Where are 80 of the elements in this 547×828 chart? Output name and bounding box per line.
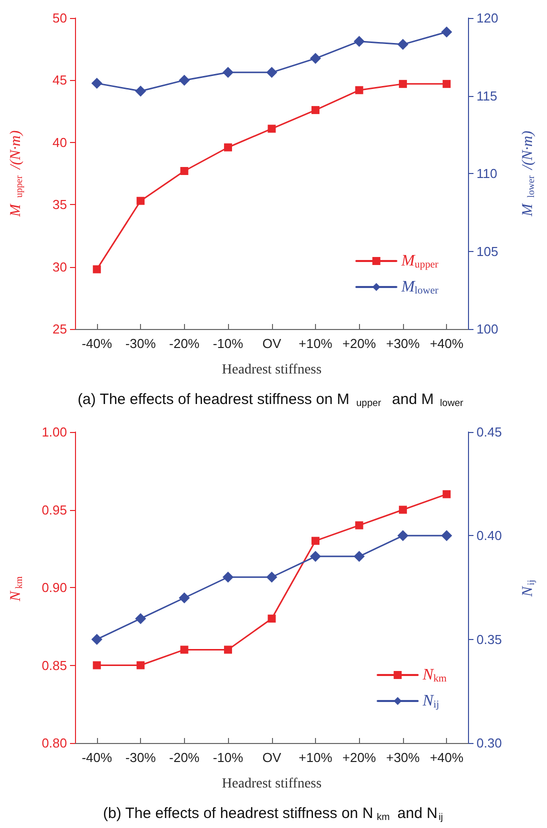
point (398, 80, 407, 88)
x-tick-label: OV (262, 336, 282, 351)
y-tick-label: 1.00 (42, 424, 67, 440)
point (92, 265, 101, 274)
point (135, 613, 146, 624)
x-tick-label: -10% (212, 750, 244, 765)
y-axis-title: Mupper/(N·m) (8, 130, 25, 218)
point (92, 661, 101, 670)
x-tick-label: -30% (125, 750, 156, 765)
point (91, 78, 102, 89)
point (266, 572, 278, 583)
y2-axis-title: Mlower/(N·m) (520, 130, 537, 218)
point (222, 66, 234, 78)
point (135, 86, 146, 97)
x-tick-label: +40% (430, 336, 464, 351)
y-tick-label: 0.85 (42, 658, 67, 673)
x-tick-label: -30% (125, 336, 156, 351)
point (355, 521, 364, 530)
y2-tick-label: 115 (476, 88, 498, 104)
x-tick-label: -40% (82, 750, 112, 765)
x-tick-label: +20% (342, 336, 376, 351)
y2-tick-label: 120 (476, 10, 498, 26)
x-tick-label: OV (262, 750, 282, 765)
x-axis-title: Headrest stiffness (222, 776, 322, 792)
y-tick-label: 0.90 (42, 580, 67, 595)
x-tick-label: +10% (298, 336, 333, 351)
point (178, 74, 190, 86)
point (355, 86, 364, 94)
point (354, 36, 365, 47)
y-tick-label: 0.95 (42, 502, 67, 518)
y2-tick-label: 110 (476, 166, 498, 181)
y2-tick-label: 105 (476, 244, 498, 259)
y-tick-label: 50 (52, 10, 67, 26)
y-tick-label: 35 (52, 197, 67, 212)
y2-tick-label: 0.30 (476, 736, 502, 750)
y-tick-label: 25 (52, 322, 67, 336)
y2-axis-title: Nij (520, 580, 537, 598)
point (224, 143, 232, 152)
y-tick-label: 45 (52, 72, 67, 88)
point (136, 196, 145, 205)
point (397, 38, 408, 50)
y-tick-label: 40 (52, 134, 67, 150)
x-tick-label: +20% (342, 750, 376, 765)
point (266, 66, 278, 78)
point (442, 80, 451, 88)
point (310, 550, 321, 562)
point (354, 550, 365, 562)
x-tick-label: +30% (386, 336, 420, 351)
y2-tick-label: 0.35 (476, 632, 502, 647)
point (224, 646, 232, 654)
x-tick-label: +30% (386, 750, 420, 765)
x-axis-title: Headrest stiffness (222, 362, 322, 378)
point (180, 167, 188, 176)
point (441, 530, 452, 542)
point (268, 614, 276, 623)
point (311, 106, 320, 114)
point (397, 530, 408, 542)
point (222, 572, 234, 583)
x-tick-label: -40% (82, 336, 112, 351)
x-tick-label: -10% (212, 336, 244, 351)
y-tick-label: 0.80 (42, 736, 67, 750)
y2-tick-label: 100 (476, 322, 498, 336)
x-tick-label: -20% (169, 750, 200, 765)
y-axis-title: Nkm (8, 576, 25, 602)
point (398, 506, 407, 514)
point (311, 536, 320, 545)
y2-tick-label: 0.45 (476, 424, 502, 440)
point (441, 26, 452, 38)
point (136, 661, 145, 670)
point (310, 52, 321, 64)
point (178, 592, 190, 604)
point (91, 634, 102, 645)
point (442, 490, 451, 498)
y-tick-label: 30 (52, 259, 67, 274)
x-tick-label: +10% (298, 750, 333, 765)
x-tick-label: -20% (169, 336, 200, 351)
y2-tick-label: 0.40 (476, 528, 502, 544)
point (268, 124, 276, 133)
x-tick-label: +40% (430, 750, 464, 765)
point (180, 646, 188, 654)
